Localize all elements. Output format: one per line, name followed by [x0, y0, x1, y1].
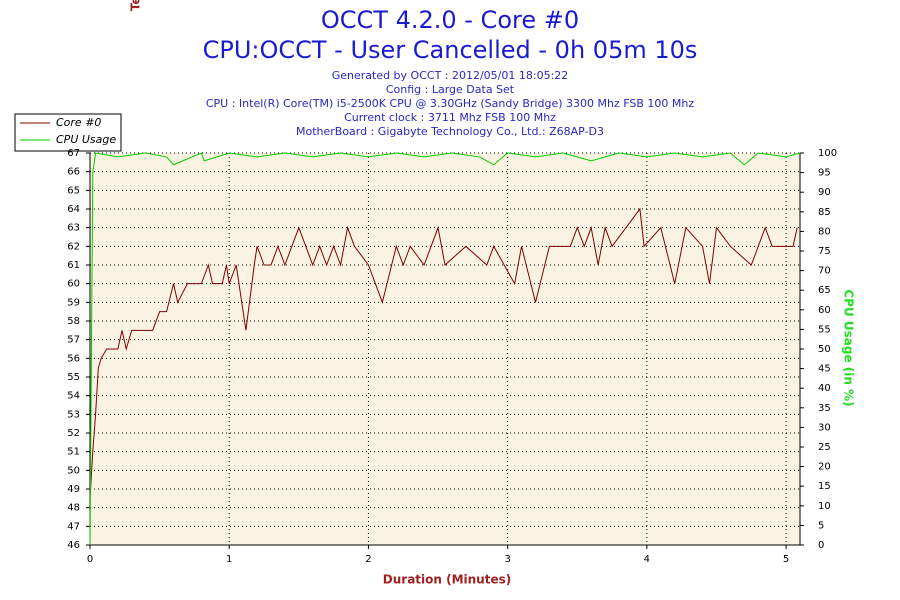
y2-tick-label: 55	[818, 324, 831, 335]
plot-area	[90, 153, 800, 545]
y-tick-label: 59	[67, 297, 80, 308]
y-tick-label: 67	[67, 148, 80, 159]
y2-tick-label: 95	[818, 168, 831, 179]
chart-subtitle: CPU:OCCT - User Cancelled - 0h 05m 10s	[203, 36, 698, 64]
y2-tick-label: 70	[818, 266, 831, 277]
legend	[14, 113, 122, 152]
y-tick-label: 65	[67, 185, 80, 196]
y2-tick-label: 0	[818, 540, 824, 551]
y-tick-label: 50	[67, 465, 80, 476]
x-tick-label: 0	[87, 554, 93, 565]
y-tick-label: 54	[67, 391, 80, 402]
y-axis-label: Temperature (°C)	[129, 0, 143, 11]
y-tick-label: 55	[67, 372, 80, 383]
y2-tick-label: 90	[818, 187, 831, 198]
x-tick-label: 2	[365, 554, 371, 565]
y2-tick-label: 45	[818, 364, 831, 375]
x-tick-label: 3	[504, 554, 510, 565]
y-tick-label: 47	[67, 521, 80, 532]
subtitle-line: Generated by OCCT : 2012/05/01 18:05:22	[332, 69, 569, 82]
y-tick-label: 49	[67, 484, 80, 495]
x-axis-label: Duration (Minutes)	[383, 573, 511, 587]
y2-tick-label: 75	[818, 246, 831, 257]
y2-tick-label: 40	[818, 383, 831, 394]
y2-tick-label: 50	[818, 344, 831, 355]
y-tick-label: 64	[67, 204, 80, 215]
y-tick-label: 53	[67, 409, 80, 420]
y2-tick-label: 25	[818, 442, 831, 453]
y2-axis-label: CPU Usage (in %)	[842, 289, 856, 406]
subtitle-line: Config : Large Data Set	[386, 83, 515, 96]
y2-tick-label: 60	[818, 305, 831, 316]
y-tick-label: 57	[67, 335, 80, 346]
subtitle-line: Current clock : 3711 Mhz FSB 100 Mhz	[344, 111, 556, 124]
y-tick-label: 61	[67, 260, 80, 271]
legend-label: CPU Usage	[56, 133, 116, 146]
x-tick-label: 1	[226, 554, 232, 565]
legend-label: Core #0	[56, 116, 101, 129]
y2-tick-label: 35	[818, 403, 831, 414]
y2-tick-label: 30	[818, 422, 831, 433]
y2-tick-label: 10	[818, 501, 831, 512]
y2-tick-label: 80	[818, 226, 831, 237]
y2-tick-label: 65	[818, 285, 831, 296]
y2-tick-label: 15	[818, 481, 831, 492]
y-tick-label: 58	[67, 316, 80, 327]
subtitle-line: CPU : Intel(R) Core(TM) i5-2500K CPU @ 3…	[206, 97, 694, 110]
subtitle-line: MotherBoard : Gigabyte Technology Co., L…	[296, 125, 604, 138]
y-tick-label: 51	[67, 447, 80, 458]
y2-tick-label: 20	[818, 462, 831, 473]
chart-title: OCCT 4.2.0 - Core #0	[321, 6, 579, 34]
series-line	[89, 207, 798, 499]
y2-tick-label: 100	[818, 148, 837, 159]
y-tick-label: 48	[67, 503, 80, 514]
y-tick-label: 52	[67, 428, 80, 439]
y-tick-label: 56	[67, 353, 80, 364]
y-tick-label: 63	[67, 223, 80, 234]
y-tick-label: 46	[67, 540, 80, 551]
y-tick-label: 66	[67, 167, 80, 178]
y2-tick-label: 5	[818, 520, 824, 531]
y2-tick-label: 85	[818, 207, 831, 218]
x-tick-label: 5	[783, 554, 789, 565]
series-line	[89, 152, 801, 546]
x-tick-label: 4	[644, 554, 650, 565]
y-tick-label: 62	[67, 241, 80, 252]
y-tick-label: 60	[67, 279, 80, 290]
